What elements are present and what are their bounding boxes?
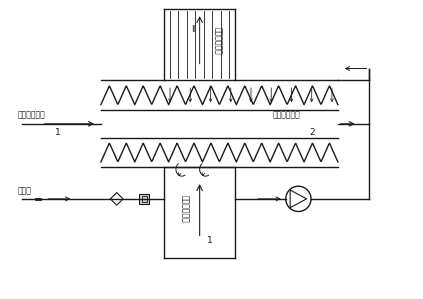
Text: 补给水: 补给水: [18, 187, 32, 196]
Text: 二次空气进口: 二次空气进口: [180, 195, 189, 223]
Text: 1: 1: [207, 236, 212, 245]
Text: 1: 1: [55, 128, 60, 137]
Bar: [139, 194, 149, 204]
Bar: [142, 196, 147, 202]
Text: II: II: [191, 25, 196, 34]
Text: 一次空气出口: 一次空气出口: [273, 111, 300, 120]
Text: 二次空气出口: 二次空气出口: [213, 27, 222, 55]
Text: 一次空气入口: 一次空气入口: [18, 111, 46, 120]
Text: 2: 2: [309, 128, 315, 137]
